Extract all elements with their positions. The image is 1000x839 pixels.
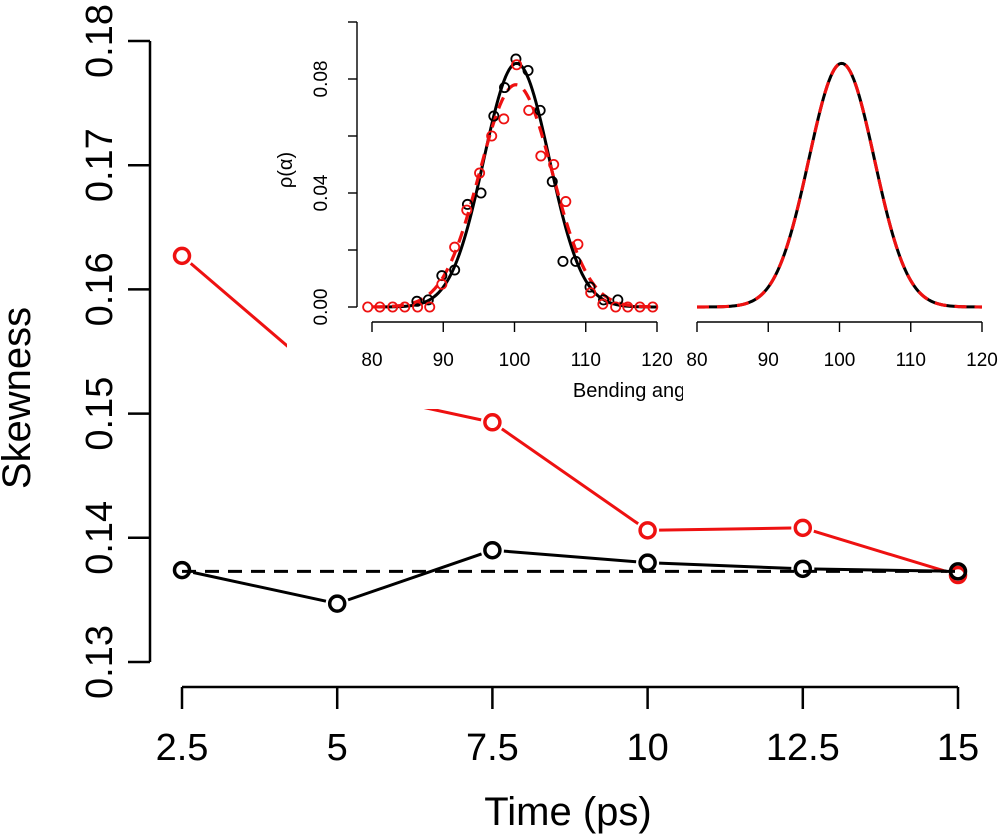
inset-series-3-point — [449, 241, 461, 253]
inset-series-2-point — [522, 64, 534, 76]
main-plot: 0.13 0.14 0.15 0.16 0.17 0.18 2.5 5 7.5 10 12.5 15 T… — [0, 4, 979, 834]
inset-x-tick-label: 90 — [758, 350, 779, 371]
inset-right-plot: 80 90 100 110 120 — [683, 14, 998, 409]
series-1-point — [793, 559, 813, 579]
series-0-segment — [659, 526, 792, 532]
inset-y-tick-label: 0.04 — [311, 174, 332, 211]
inset-series-2-point — [557, 255, 569, 267]
inset-series-3-point — [647, 301, 659, 313]
inset-x-tick-label: 100 — [499, 350, 531, 371]
inset-x-tick-label: 90 — [433, 350, 454, 371]
x-tick-label: 7.5 — [466, 727, 519, 769]
series-1-segment — [659, 561, 792, 570]
inset-series-2-point — [475, 187, 487, 199]
inset-x-tick-label: 110 — [571, 350, 601, 371]
inset-series-3-point — [622, 301, 634, 313]
inset-x-tick-label: 120 — [641, 350, 673, 371]
x-tick-label: 12.5 — [766, 727, 840, 769]
inset-series-2-point — [422, 294, 434, 306]
inset-series-3-point — [486, 130, 498, 142]
inset-series-1-curve — [696, 61, 983, 309]
inset-y-axis-label: ρ(α) — [275, 152, 297, 188]
inset-series-3-point — [374, 301, 386, 313]
inset-x-tick-label: 80 — [686, 350, 707, 371]
y-tick-label: 0.17 — [79, 128, 121, 202]
inset-series-1-curve — [371, 83, 658, 309]
inset-series-3-point — [362, 301, 374, 313]
x-axis-label: Time (ps) — [484, 790, 651, 834]
inset-series-3-point — [560, 196, 572, 208]
series-1-point — [327, 594, 347, 613]
series-0-point — [172, 246, 192, 266]
series-1-segment — [192, 571, 327, 603]
inset-series-3-point — [498, 113, 510, 125]
series-1-segment — [347, 552, 483, 602]
inset-series-3-point — [399, 301, 411, 313]
inset-series-2-point — [488, 110, 500, 122]
inset-series-2-point — [534, 104, 546, 116]
inset-series-3-point — [523, 104, 535, 116]
y-tick-label: 0.18 — [79, 4, 121, 78]
inset-series-2-point — [612, 294, 624, 306]
series-1-point — [483, 540, 502, 560]
inset-series-2-point — [449, 264, 461, 276]
series-0-segment — [500, 427, 640, 526]
inset-series-3-point — [634, 301, 646, 313]
y-axis-label: Skewness — [0, 307, 39, 489]
inset-series-3-point — [548, 158, 560, 170]
x-tick-label: 5 — [327, 727, 348, 769]
inset-series-3-point — [597, 298, 609, 310]
inset-series-2-point — [584, 281, 596, 293]
series-1-segment — [503, 549, 637, 564]
y-tick-label: 0.14 — [79, 501, 121, 575]
series-1-point — [638, 553, 657, 572]
x-tick-label: 10 — [626, 727, 668, 769]
inset-series-3-point — [436, 278, 448, 290]
inset-x-tick-label: 80 — [361, 350, 382, 371]
inset-series-3-point — [610, 301, 622, 313]
inset-x-tick-label: 100 — [824, 350, 856, 371]
inset-series-2-point — [570, 255, 582, 267]
inset-background — [287, 14, 673, 409]
inset-series-3-point — [511, 59, 523, 71]
inset-series-3-point — [572, 238, 584, 250]
series-0-point — [638, 521, 657, 540]
inset-series-3-point — [474, 167, 486, 179]
inset-series-3-point — [387, 301, 399, 313]
y-tick-label: 0.13 — [79, 625, 121, 699]
inset-series-3-point — [585, 287, 597, 299]
inset-background — [683, 14, 998, 409]
series-0-segment — [813, 529, 948, 574]
inset-series-3-point — [412, 301, 424, 313]
inset-x-tick-label: 120 — [966, 350, 998, 371]
series-0-point — [793, 518, 813, 538]
inset-y-tick-label: 0.08 — [311, 61, 332, 98]
inset-series-3-point — [461, 204, 473, 216]
x-tick-label: 15 — [937, 727, 979, 769]
y-tick-label: 0.16 — [79, 252, 121, 326]
y-tick-label: 0.15 — [79, 377, 121, 451]
inset-series-2-point — [546, 176, 558, 188]
inset-series-2-point — [598, 294, 610, 306]
inset-x-tick-label: 110 — [896, 350, 926, 371]
inset-y-tick-label: 0.00 — [311, 289, 332, 326]
inset-series-2-point — [510, 53, 522, 65]
series-0-point — [483, 413, 502, 432]
inset-series-2-point — [411, 295, 423, 307]
x-tick-label: 2.5 — [156, 727, 209, 769]
inset-series-2-point — [461, 198, 473, 210]
inset-series-3-point — [535, 150, 547, 162]
inset-series-2-point — [499, 82, 511, 94]
inset-series-3-point — [424, 301, 436, 313]
